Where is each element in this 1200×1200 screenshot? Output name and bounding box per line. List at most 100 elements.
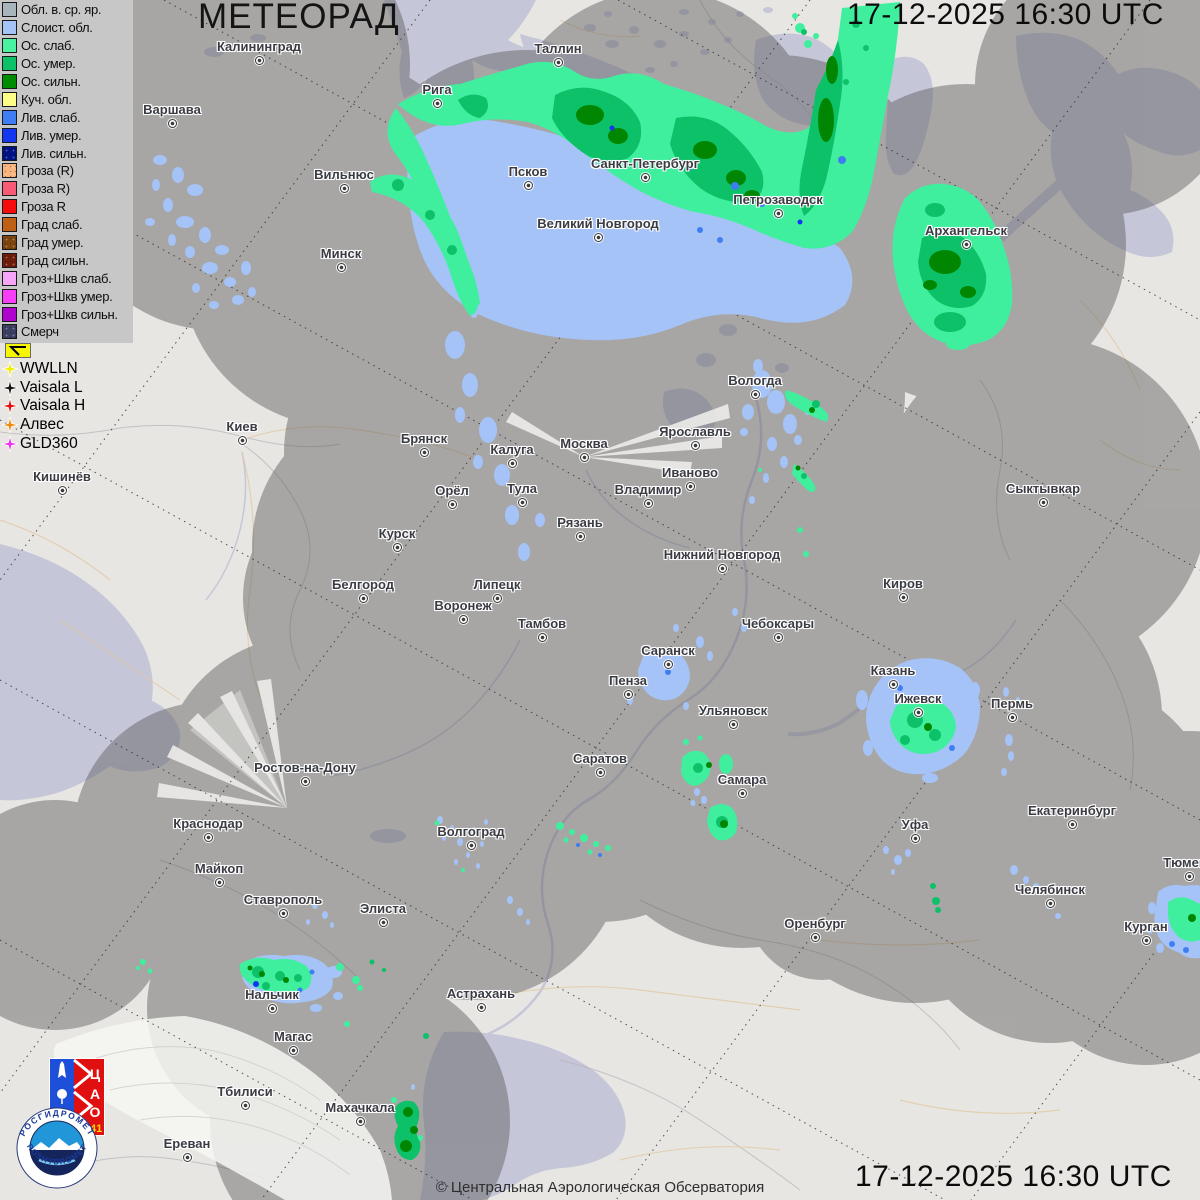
legend-item-label: Гроз+Шкв сильн. xyxy=(21,306,118,322)
legend-color-swatch xyxy=(2,217,17,233)
legend-item-label: Лив. слаб. xyxy=(21,109,81,125)
city-dot xyxy=(1141,935,1151,945)
city-label: Челябинск xyxy=(1015,882,1085,897)
city-label: Курск xyxy=(378,526,416,541)
legend-item-label: Лив. умер. xyxy=(21,127,82,143)
city-dot xyxy=(237,435,247,445)
lightning-network-item: WWLLN xyxy=(2,360,85,379)
city-dot xyxy=(358,593,368,603)
city-label: Киев xyxy=(226,419,258,434)
legend-item: Град сильн. xyxy=(1,251,133,269)
legend-item: Гроз+Шкв слаб. xyxy=(1,269,133,287)
lightning-cross-icon xyxy=(2,398,18,415)
city-label: Саранск xyxy=(641,643,695,658)
city-dot xyxy=(593,232,603,242)
copyright-text: © Центральная Аэрологическая Обсерватори… xyxy=(435,1179,765,1196)
city-label: Брянск xyxy=(400,431,448,446)
tornado-symbol-box xyxy=(5,343,31,358)
city-dot xyxy=(355,1116,365,1126)
city-label: Казань xyxy=(870,663,916,678)
city-dot xyxy=(507,458,517,468)
page-title: МЕТЕОРАД xyxy=(198,0,400,36)
lightning-cross-icon xyxy=(2,435,18,452)
flag-letter: О xyxy=(90,1104,101,1120)
legend-item-label: Слоист. обл. xyxy=(21,20,93,36)
legend-item-label: Гроза (R) xyxy=(21,163,74,179)
city-label: Магас xyxy=(273,1029,313,1044)
city-dot xyxy=(419,447,429,457)
city-dot xyxy=(685,481,695,491)
lightning-cross-icon xyxy=(2,417,18,434)
legend-item: Гроз+Шкв сильн. xyxy=(1,305,133,323)
city-label: Калуга xyxy=(490,442,534,457)
legend-item-label: Ос. умер. xyxy=(21,56,76,72)
region-borders xyxy=(0,0,1134,1191)
city-label: Кишинёв xyxy=(33,469,91,484)
city-label: Курган xyxy=(1124,919,1168,934)
lightning-network-item: GLD360 xyxy=(2,434,85,453)
city-dot xyxy=(737,788,747,798)
city-label: Майкоп xyxy=(194,861,244,876)
city-dot xyxy=(203,832,213,842)
city-label: Вологда xyxy=(728,373,782,388)
city-label: Воронеж xyxy=(434,598,492,613)
city-label: Волгоград xyxy=(437,824,505,839)
city-dot xyxy=(961,239,971,249)
city-label: Липецк xyxy=(473,577,521,592)
city-label: Саратов xyxy=(572,751,628,766)
city-dot xyxy=(1067,819,1077,829)
legend-color-swatch xyxy=(2,199,17,215)
legend-item: Град слаб. xyxy=(1,216,133,234)
city-dot xyxy=(240,1100,250,1110)
city-dot xyxy=(214,877,224,887)
legend-item-label: Гроза R) xyxy=(21,181,70,197)
lightning-legend: WWLLN Vaisala L Vaisala H Алвес GLD360 xyxy=(2,360,85,453)
city-dot xyxy=(336,262,346,272)
city-dot xyxy=(579,452,589,462)
city-dot xyxy=(1007,712,1017,722)
legend-color-swatch xyxy=(2,56,17,72)
city-dot xyxy=(1045,898,1055,908)
city-label: Рига xyxy=(422,82,452,97)
legend-item: Гроз+Шкв умер. xyxy=(1,287,133,305)
legend-color-swatch xyxy=(2,127,17,143)
city-dot xyxy=(167,118,177,128)
city-dot xyxy=(392,542,402,552)
city-label: Тюмень xyxy=(1163,855,1200,870)
city-dot xyxy=(595,767,605,777)
legend-color-swatch xyxy=(2,252,17,268)
legend-item: Гроза R) xyxy=(1,180,133,198)
city-label: Таллин xyxy=(534,41,582,56)
city-dot xyxy=(773,632,783,642)
city-dot xyxy=(640,172,650,182)
city-dot xyxy=(466,840,476,850)
city-label: Сыктывкар xyxy=(1005,481,1081,496)
city-label: Рязань xyxy=(557,515,603,530)
legend-item: Обл. в. ср. яр. xyxy=(1,1,133,19)
city-label: Краснодар xyxy=(173,816,243,831)
city-label: Тамбов xyxy=(517,616,567,631)
city-label: Самара xyxy=(717,772,767,787)
beam-blockage-wedges xyxy=(157,404,730,808)
city-label: Белгород xyxy=(332,577,394,592)
city-dot xyxy=(492,593,502,603)
legend-color-swatch xyxy=(2,288,17,304)
lightning-network-label: GLD360 xyxy=(20,434,78,452)
lightning-network-label: WWLLN xyxy=(20,360,78,378)
city-dot xyxy=(432,98,442,108)
city-dot xyxy=(458,614,468,624)
legend-item: Ос. умер. xyxy=(1,55,133,73)
city-dot xyxy=(810,932,820,942)
city-dot xyxy=(663,659,673,669)
lightning-cross-icon xyxy=(2,361,18,378)
city-dot xyxy=(898,592,908,602)
legend-item: Ос. слаб. xyxy=(1,37,133,55)
city-label: Москва xyxy=(560,436,608,451)
legend-color-swatch xyxy=(2,145,17,161)
legend-item-label: Обл. в. ср. яр. xyxy=(21,2,102,18)
legend-item: Лив. умер. xyxy=(1,126,133,144)
legend-item-label: Лив. сильн. xyxy=(21,145,87,161)
legend-item: Лив. сильн. xyxy=(1,144,133,162)
